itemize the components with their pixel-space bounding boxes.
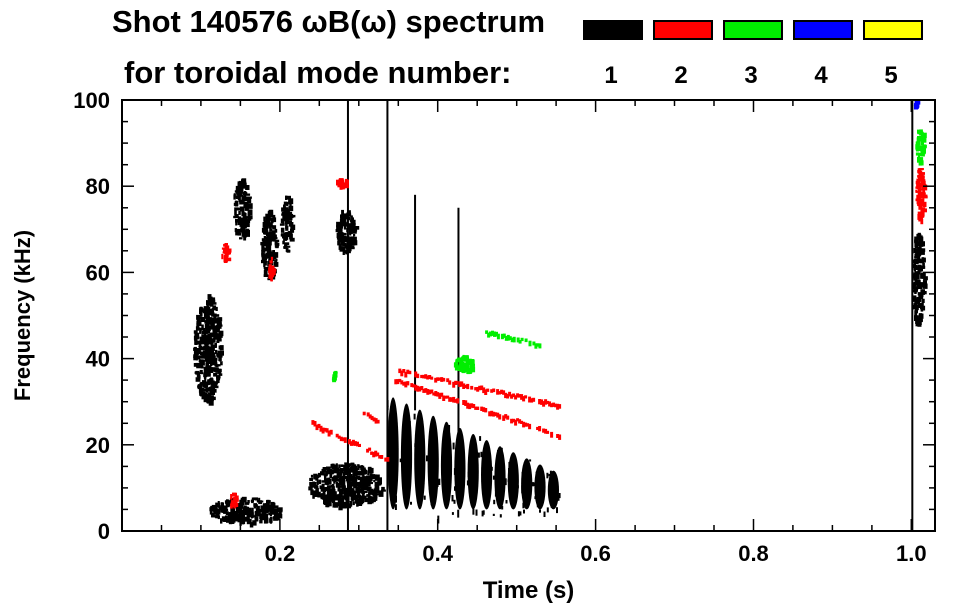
axes: 0.2 0.4 0.6 0.8 1.0 0 20 40 60 80 100 [73,88,935,566]
legend-label-mode-2: 2 [674,62,688,89]
legend-swatch-mode-5 [863,20,923,40]
x-tick-label: 1.0 [896,541,927,566]
legend-swatch-mode-4 [793,20,853,40]
mode-2-chirp-17 [362,411,380,424]
x-tick-label: 0.4 [422,541,453,566]
mode-1-line-13 [911,100,914,531]
x-tick-label: 0.6 [580,541,611,566]
mode-1-blobs-11 [386,397,561,524]
chart-title-line2: for toroidal mode number: [124,55,512,90]
mode-2-patch-22 [915,168,928,225]
mode-1-line-7 [386,100,389,531]
x-tick-label: 0.8 [738,541,769,566]
legend-label-mode-3: 3 [744,62,758,89]
legend-swatch-mode-2 [653,20,713,40]
mode-1-blob-1 [233,178,253,241]
mode-1-line-10 [457,207,460,445]
mode-2-patch-19 [221,243,232,263]
mode-3-patch-24 [453,354,476,375]
legend-swatch-mode-3 [723,20,783,40]
legend-label-mode-1: 1 [604,62,618,89]
chart-title-line1: Shot 140576 ωB(ω) spectrum [112,4,546,39]
mode-3-patch-25 [915,129,927,166]
legend-label-mode-4: 4 [814,62,828,89]
legend-swatch-mode-1 [583,20,643,40]
mode-1-blob-4 [335,209,360,255]
y-tick-label: 60 [86,260,110,285]
mode-1-blob-5 [209,496,283,528]
y-tick-label: 100 [73,88,110,113]
mode-2-chirp-16 [311,420,390,462]
mode-2-patch-20 [336,178,349,190]
mode-3-patch-26 [331,370,338,383]
plot-content [193,100,928,531]
legend-label-mode-5: 5 [884,62,898,89]
mode-2-patch-21 [230,492,239,509]
mode-2-patch-18 [268,256,277,282]
mode-3-chirp-23 [485,330,542,349]
x-tick-label: 0.2 [265,541,296,566]
x-axis-label: Time (s) [483,577,575,604]
y-tick-label: 0 [98,519,110,544]
mode-4-patch-27 [913,100,921,110]
mode-1-blob-6 [308,462,386,511]
y-tick-label: 20 [86,433,110,458]
mode-2-chirp-15 [394,378,562,440]
y-tick-label: 40 [86,347,110,372]
y-tick-label: 80 [86,174,110,199]
mode-1-line-9 [414,194,417,411]
mode-2-chirp-14 [398,368,562,410]
mode-1-blob-0 [193,294,224,406]
mode-1-blob-12 [911,232,928,327]
mode-1-line-8 [346,100,349,531]
mode-1-blob-3 [279,195,296,253]
y-axis-label: Frequency (kHz) [10,230,35,401]
